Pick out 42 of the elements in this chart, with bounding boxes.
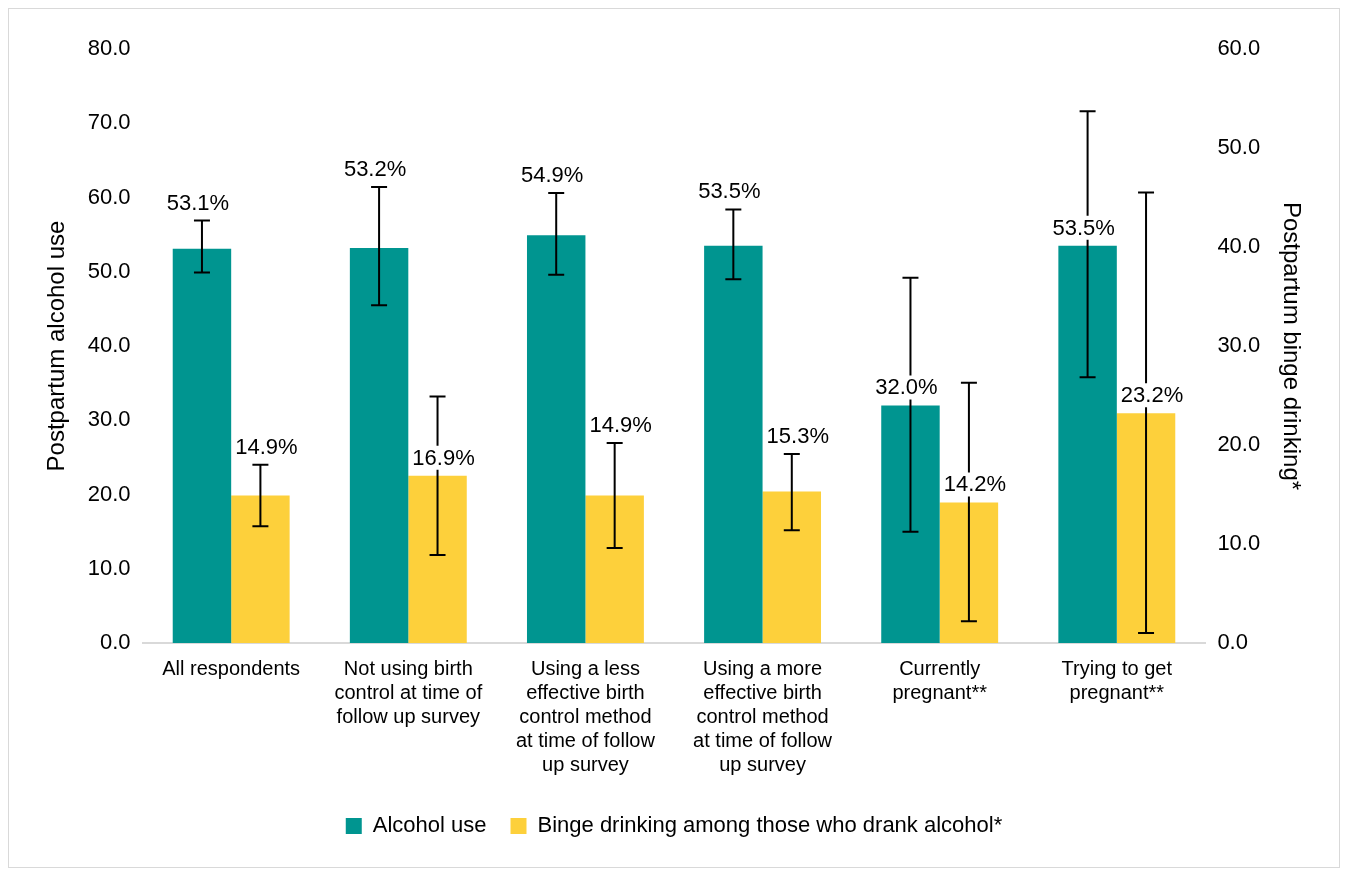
y-tick-label: 10.0 bbox=[87, 554, 131, 580]
x-tick-label: Not using birth control at time of follow up survey bbox=[334, 656, 483, 727]
y2-tick-label: 30.0 bbox=[1217, 332, 1261, 358]
y-tick-label: 70.0 bbox=[87, 109, 131, 135]
y-tick-label: 50.0 bbox=[87, 257, 131, 283]
legend-label: Binge drinking among those who drank alcohol* bbox=[537, 812, 1003, 838]
y-tick-label: 0.0 bbox=[100, 629, 131, 655]
y-tick-label: 20.0 bbox=[87, 480, 131, 506]
y-tick-label: 80.0 bbox=[87, 35, 131, 61]
x-tick-label: Using a less effective birth control method at time of follow up survey bbox=[515, 656, 656, 775]
y2-tick-label: 40.0 bbox=[1217, 233, 1261, 259]
data-label: 14.9% bbox=[235, 433, 298, 459]
data-label: 23.2% bbox=[1120, 382, 1184, 408]
bar bbox=[172, 248, 232, 643]
y-tick-label: 40.0 bbox=[87, 332, 131, 358]
data-label: 53.1% bbox=[166, 189, 230, 215]
bar bbox=[704, 245, 763, 643]
x-tick-label: Using a more effective birth control method at time of follow up survey bbox=[693, 656, 833, 775]
data-label: 14.9% bbox=[589, 412, 652, 438]
data-label: 53.5% bbox=[1052, 214, 1115, 240]
x-tick-label: Currently pregnant** bbox=[892, 656, 988, 703]
data-label: 54.9% bbox=[521, 162, 584, 188]
bar bbox=[349, 247, 409, 643]
y2-tick-label: 60.0 bbox=[1217, 35, 1261, 61]
data-label: 53.2% bbox=[343, 156, 407, 182]
y-tick-label: 60.0 bbox=[87, 183, 131, 209]
legend-label: Alcohol use bbox=[372, 812, 487, 838]
data-label: 53.5% bbox=[698, 178, 761, 204]
y-tick-label: 30.0 bbox=[87, 406, 131, 432]
bar bbox=[526, 235, 586, 643]
data-label: 14.2% bbox=[943, 471, 1007, 497]
data-label: 15.3% bbox=[766, 422, 829, 448]
y2-tick-label: 50.0 bbox=[1217, 134, 1261, 160]
x-tick-label: All respondents bbox=[162, 656, 301, 679]
x-tick-label: Trying to get pregnant** bbox=[1061, 656, 1173, 703]
y2-tick-label: 10.0 bbox=[1217, 530, 1261, 556]
data-label: 32.0% bbox=[875, 374, 938, 400]
y2-tick-label: 20.0 bbox=[1217, 431, 1261, 457]
y2-axis-title: Postpartum binge drinking* bbox=[1278, 201, 1306, 491]
y2-tick-label: 0.0 bbox=[1217, 629, 1248, 655]
y-axis-title: Postpartum alcohol use bbox=[42, 220, 70, 472]
data-label: 16.9% bbox=[412, 444, 475, 470]
